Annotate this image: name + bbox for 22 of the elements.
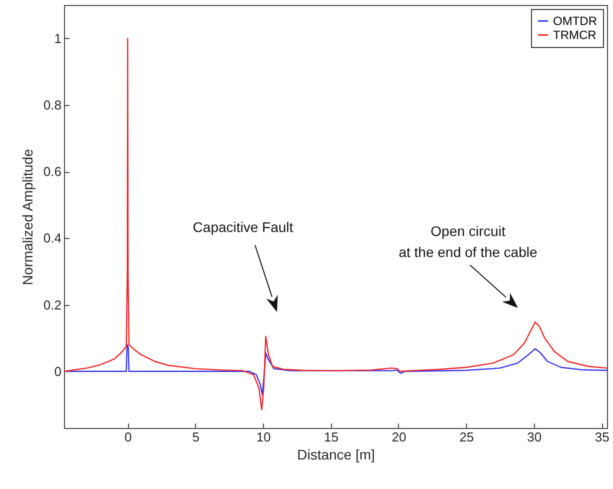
annotation: Open circuit at the end of the cable (398, 223, 538, 260)
y-tick-label: 0.8 (43, 97, 62, 112)
y-axis-title: Normalized Amplitude (19, 148, 36, 286)
y-tick-label: 0.4 (43, 230, 62, 246)
x-tick-label: 25 (459, 430, 474, 444)
legend-label: TRMCR (553, 28, 597, 42)
x-tick-label: 35 (594, 430, 610, 444)
line-series (63, 344, 608, 396)
y-tick-label: 1 (54, 30, 62, 46)
line-series (63, 38, 608, 410)
x-tick-label: 0 (124, 430, 132, 444)
x-tick-label: 20 (392, 430, 406, 444)
x-axis-title: Distance [m] (297, 446, 375, 462)
y-tick-label: 0 (54, 364, 62, 379)
annotation: Capacitive Fault (192, 219, 294, 235)
x-tick-label: 15 (324, 430, 338, 444)
x-tick-label: 10 (256, 430, 271, 444)
x-tick-label: 30 (527, 430, 542, 444)
y-tick-label: 0.6 (43, 164, 62, 180)
x-tick-label: 5 (192, 430, 200, 444)
legend-label: OMTDR (553, 14, 598, 28)
y-tick-label: 0.2 (43, 297, 62, 312)
